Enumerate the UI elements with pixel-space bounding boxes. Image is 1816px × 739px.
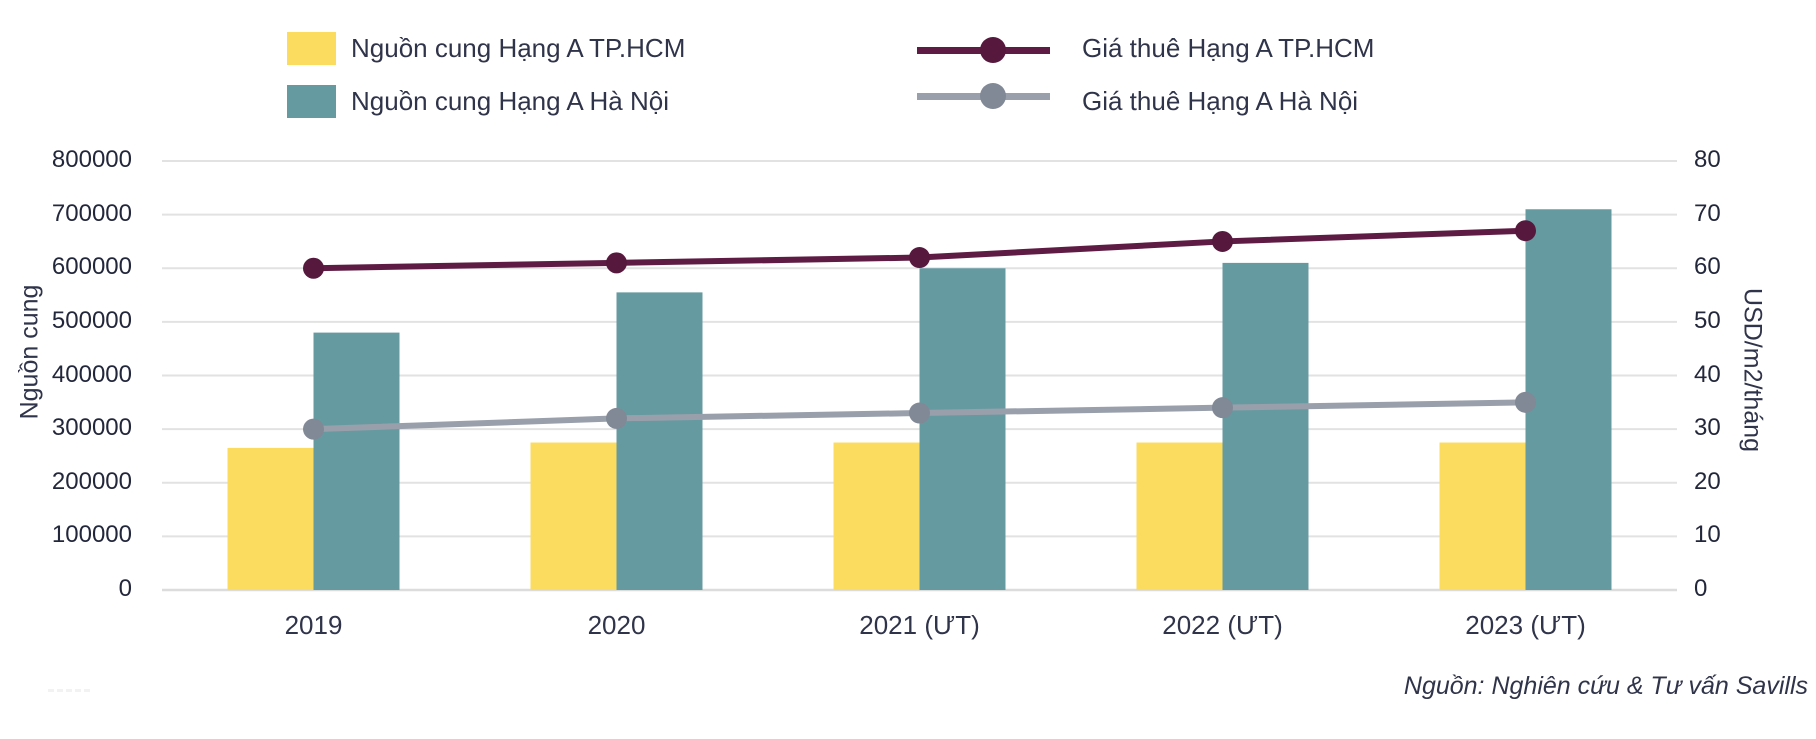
bar-supply-hcmc-2023 (ƯT) bbox=[1439, 442, 1526, 590]
legend-label-supply-hanoi: Nguồn cung Hạng A Hà Nội bbox=[351, 86, 669, 116]
y-axis-tick-left: 100000 bbox=[51, 521, 132, 549]
y-axis-tick-left: 800000 bbox=[51, 146, 132, 173]
legend-label-supply-hcmc: Nguồn cung Hạng A TP.HCM bbox=[351, 33, 686, 63]
y-axis-tick-right: 30 bbox=[1694, 414, 1721, 442]
y-axis-tick-right: 20 bbox=[1694, 467, 1721, 495]
y-axis-tick-left: 400000 bbox=[51, 360, 132, 388]
y-axis-tick-right: 80 bbox=[1694, 146, 1721, 173]
x-axis-label: 2022 (ƯT) bbox=[1162, 610, 1283, 640]
x-axis-label: 2023 (ƯT) bbox=[1465, 610, 1586, 640]
legend-label-rent-hanoi: Giá thuê Hạng A Hà Nội bbox=[1082, 86, 1359, 116]
legend-swatch-supply-hcmc bbox=[287, 32, 336, 65]
y-axis-tick-right: 70 bbox=[1694, 199, 1721, 227]
y-axis-tick-left: 700000 bbox=[51, 199, 132, 227]
marker-rent-hanoi-2021 (ƯT) bbox=[909, 402, 930, 424]
bar-supply-hcmc-2021 (ƯT) bbox=[833, 442, 920, 590]
y-axis-tick-right: 50 bbox=[1694, 306, 1721, 334]
y-axis-tick-left: 200000 bbox=[51, 467, 132, 495]
legend-swatch-rent-hanoi bbox=[917, 83, 1050, 109]
marker-rent-hcmc-2023 (ƯT) bbox=[1515, 220, 1536, 242]
bar-supply-hanoi-2019 bbox=[313, 332, 400, 590]
marker-rent-hcmc-2019 bbox=[303, 257, 324, 279]
y-axis-tick-left: 0 bbox=[118, 575, 132, 602]
marker-rent-hanoi-2019 bbox=[303, 418, 324, 440]
marker-rent-hanoi-2022 (ƯT) bbox=[1212, 397, 1233, 419]
bar-supply-hcmc-2019 bbox=[227, 447, 314, 590]
marker-rent-hcmc-2021 (ƯT) bbox=[909, 247, 930, 269]
legend-dot-sample bbox=[980, 83, 1006, 109]
marker-rent-hanoi-2023 (ƯT) bbox=[1515, 391, 1536, 413]
legend-dot-sample bbox=[980, 37, 1006, 63]
bar-supply-hanoi-2021 (ƯT) bbox=[919, 268, 1006, 590]
marker-rent-hcmc-2022 (ƯT) bbox=[1212, 230, 1233, 252]
y-axis-tick-right: 40 bbox=[1694, 360, 1721, 388]
bar-supply-hcmc-2022 (ƯT) bbox=[1136, 442, 1223, 590]
legend-swatch-supply-hanoi bbox=[287, 85, 336, 118]
x-axis-label: 2019 bbox=[284, 610, 343, 640]
bar-supply-hanoi-2020 bbox=[616, 292, 703, 590]
y-axis-tick-left: 600000 bbox=[51, 253, 132, 281]
y-axis-tick-left: 500000 bbox=[51, 306, 132, 334]
legend-label-rent-hcmc: Giá thuê Hạng A TP.HCM bbox=[1082, 33, 1375, 63]
bar-supply-hcmc-2020 bbox=[530, 442, 617, 590]
x-axis-label: 2021 (ƯT) bbox=[859, 610, 980, 640]
y-axis-tick-right: 0 bbox=[1694, 575, 1708, 602]
legend-swatch-rent-hcmc bbox=[917, 37, 1050, 63]
x-axis-label: 2020 bbox=[587, 610, 646, 640]
marker-rent-hcmc-2020 bbox=[606, 252, 627, 274]
watermark-dashes bbox=[48, 689, 90, 692]
source-note: Nguồn: Nghiên cứu & Tư vấn Savills bbox=[1403, 672, 1808, 700]
y-axis-tick-left: 300000 bbox=[51, 414, 132, 442]
bar-supply-hanoi-2022 (ƯT) bbox=[1222, 262, 1309, 590]
bar-supply-hanoi-2023 (ƯT) bbox=[1525, 209, 1612, 590]
y-axis-tick-right: 60 bbox=[1694, 253, 1721, 281]
y-axis-tick-right: 10 bbox=[1694, 521, 1721, 549]
marker-rent-hanoi-2020 bbox=[606, 407, 627, 429]
